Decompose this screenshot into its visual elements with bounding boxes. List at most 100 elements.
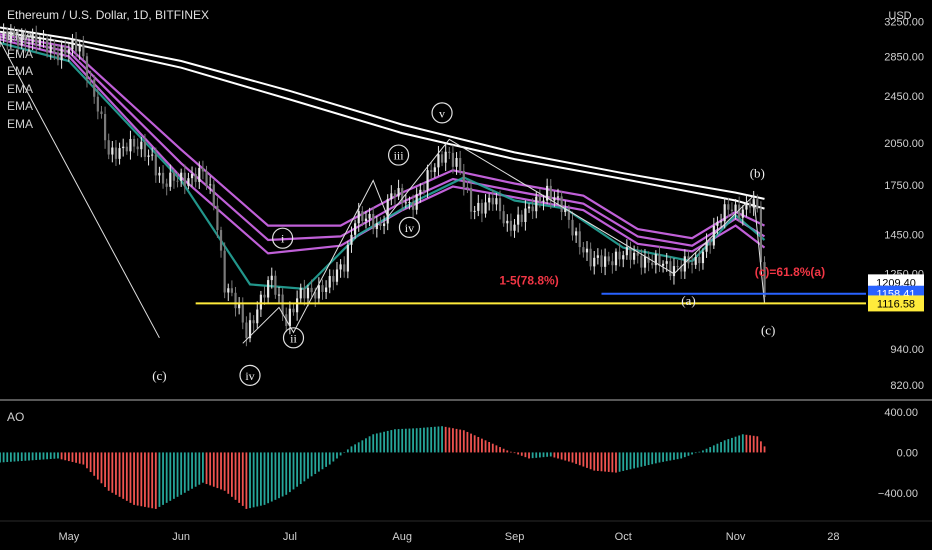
wave-label: v	[439, 106, 445, 120]
ao-bar	[53, 452, 56, 459]
y-tick-label: 940.00	[890, 344, 924, 356]
candle-body	[132, 139, 136, 147]
candle-body	[636, 252, 639, 256]
candle-body	[575, 231, 578, 236]
candle-body	[234, 292, 237, 309]
legend-item-ema-4: EMA	[7, 81, 34, 96]
candle-body	[629, 247, 632, 260]
candle-body	[219, 230, 223, 251]
candle-body	[553, 197, 556, 201]
candle-body	[165, 183, 168, 187]
candle-body	[114, 147, 118, 159]
candle-body	[633, 252, 636, 260]
candle-body	[705, 241, 708, 252]
candle-body	[343, 264, 346, 272]
ao-bar	[173, 452, 175, 499]
legend-item-ema-3: EMA	[7, 64, 34, 79]
candle-body	[100, 111, 103, 115]
price-tag-label: 1116.58	[877, 298, 915, 310]
candle-body	[372, 213, 375, 229]
candle-body	[665, 261, 668, 264]
candle-body	[223, 250, 226, 293]
candle-body	[491, 197, 494, 205]
candle-body	[96, 96, 99, 112]
candle-body	[549, 185, 552, 201]
ao-bar	[607, 452, 610, 472]
y-tick-label: 1750.00	[884, 180, 924, 192]
candle-body	[448, 151, 451, 153]
candle-body	[107, 140, 110, 155]
candle-body	[364, 218, 368, 222]
ema-line-4	[0, 35, 766, 247]
chart-title: Ethereum / U.S. Dollar, 1D, BITFINEX	[7, 8, 210, 22]
candle-body	[756, 199, 759, 210]
candle-body	[2, 31, 5, 39]
ao-bar	[731, 437, 733, 453]
ao-bar	[57, 452, 59, 459]
wave-label-circle	[431, 102, 453, 124]
candle-body	[353, 223, 357, 235]
candle-body	[151, 154, 154, 156]
candle-body	[709, 241, 712, 246]
candle-body	[542, 200, 545, 202]
candle-body	[484, 202, 487, 214]
ao-bar	[285, 452, 288, 495]
candle-body	[748, 202, 752, 208]
fib-annotation: (c)=61.8%(a)	[755, 265, 825, 279]
candle-body	[604, 256, 607, 267]
wave-label-circle	[387, 144, 410, 166]
candle-body	[9, 32, 12, 42]
candle-body	[20, 35, 23, 46]
candle-body	[230, 288, 233, 293]
ao-bar	[538, 452, 541, 458]
ao-bar	[452, 428, 454, 453]
wave-label-circle	[239, 364, 261, 386]
candle-body	[669, 261, 672, 277]
candle-body	[190, 174, 194, 179]
ao-bar	[288, 452, 291, 493]
ao-bar	[720, 442, 722, 453]
ao-bar	[499, 447, 501, 453]
ao-bar	[198, 452, 201, 485]
ao-bar	[484, 440, 487, 453]
ao-bar	[379, 432, 382, 453]
ao-bar	[357, 442, 360, 453]
ao-bar	[709, 447, 712, 453]
ao-bar	[611, 452, 614, 473]
ao-bar	[162, 452, 164, 505]
ao-bar	[549, 452, 552, 457]
candle-body	[89, 79, 92, 81]
ao-bar	[698, 451, 701, 453]
wave-label-circle	[272, 227, 294, 249]
candle-body	[274, 275, 277, 295]
ao-bar	[140, 452, 143, 507]
ao-bar	[147, 452, 150, 508]
candle-body	[734, 204, 737, 211]
ao-bar	[448, 427, 451, 453]
candle-body	[524, 208, 527, 223]
ao-bar	[390, 430, 393, 453]
ao-bar	[227, 452, 230, 494]
candle-body	[647, 256, 650, 263]
candle-body	[332, 276, 335, 282]
ao-bar	[596, 452, 599, 471]
ao-bar	[212, 452, 215, 487]
candle-body	[245, 322, 248, 339]
ao-bar	[553, 452, 556, 458]
ao-bar	[745, 434, 748, 453]
ao-bar	[263, 452, 266, 505]
wave-label: iii	[394, 149, 405, 163]
candle-body	[419, 189, 422, 195]
y-tick-label: 3250.00	[884, 17, 924, 29]
candle-body	[600, 255, 603, 267]
candle-body	[397, 188, 400, 197]
ao-bar	[278, 452, 280, 499]
ao-bar	[241, 452, 244, 506]
candle-body	[527, 206, 531, 209]
candle-body	[690, 263, 694, 265]
candle-body	[444, 151, 447, 163]
candle-body	[672, 266, 676, 277]
candle-body	[611, 261, 614, 266]
